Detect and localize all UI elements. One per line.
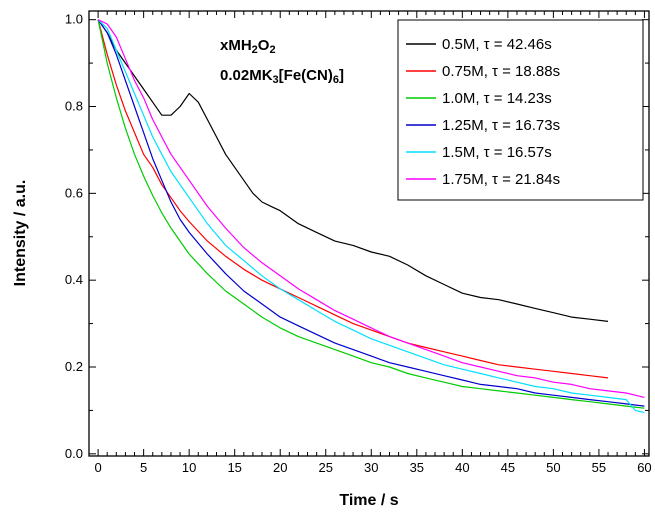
series-line-4 [97, 19, 645, 414]
annotation-reagent-2: 0.02MK3[Fe(CN)6] [220, 67, 344, 86]
annotation: xMH2O2 0.02MK3[Fe(CN)6] [220, 37, 344, 86]
x-tick-label: 40 [455, 460, 469, 475]
legend-label-2: 1.0M, τ = 14.23s [442, 90, 552, 107]
x-tick-label: 50 [546, 460, 560, 475]
x-tick-label: 45 [501, 460, 515, 475]
y-tick-label: 0.0 [65, 446, 83, 461]
legend-label-0: 0.5M, τ = 42.46s [442, 36, 552, 53]
x-tick-label: 15 [227, 460, 241, 475]
y-tick-label: 0.4 [65, 272, 83, 287]
series-line-2 [97, 19, 645, 409]
legend-label-5: 1.75M, τ = 21.84s [442, 171, 560, 188]
legend: 0.5M, τ = 42.46s 0.75M, τ = 18.88s 1.0M, τ… [397, 19, 644, 201]
series-layer [97, 19, 645, 414]
x-tick-label: 5 [140, 460, 147, 475]
annotation-reagent-1: xMH2O2 [220, 37, 276, 56]
x-tick-label: 0 [94, 460, 101, 475]
x-tick-label: 20 [273, 460, 287, 475]
x-tick-label: 10 [182, 460, 196, 475]
legend-label-4: 1.5M, τ = 16.57s [442, 144, 552, 161]
x-tick-label: 60 [637, 460, 651, 475]
plot-frame [88, 10, 650, 457]
legend-label-1: 0.75M, τ = 18.88s [442, 63, 560, 80]
x-tick-label: 55 [592, 460, 606, 475]
y-tick-label: 1.0 [65, 12, 83, 27]
x-tick-label: 30 [364, 460, 378, 475]
x-tick-label: 25 [319, 460, 333, 475]
y-tick-label: 0.6 [65, 185, 83, 200]
x-tick-label: 35 [410, 460, 424, 475]
series-line-5 [97, 19, 645, 398]
y-tick-label: 0.8 [65, 99, 83, 114]
axis-ticks: 0 5 10 15 20 25 30 35 40 45 50 55 60 0.0 0.2 0.4 0.6 0.8 1… [65, 11, 652, 475]
x-axis-title: Time / s [339, 492, 398, 509]
y-tick-label: 0.2 [65, 359, 83, 374]
series-line-3 [97, 19, 645, 407]
series-line-0 [97, 19, 609, 322]
y-axis-title: Intensity / a.u. [12, 180, 29, 287]
legend-label-3: 1.25M, τ = 16.73s [442, 117, 560, 134]
legend-box [397, 19, 644, 201]
series-line-1 [97, 19, 609, 379]
